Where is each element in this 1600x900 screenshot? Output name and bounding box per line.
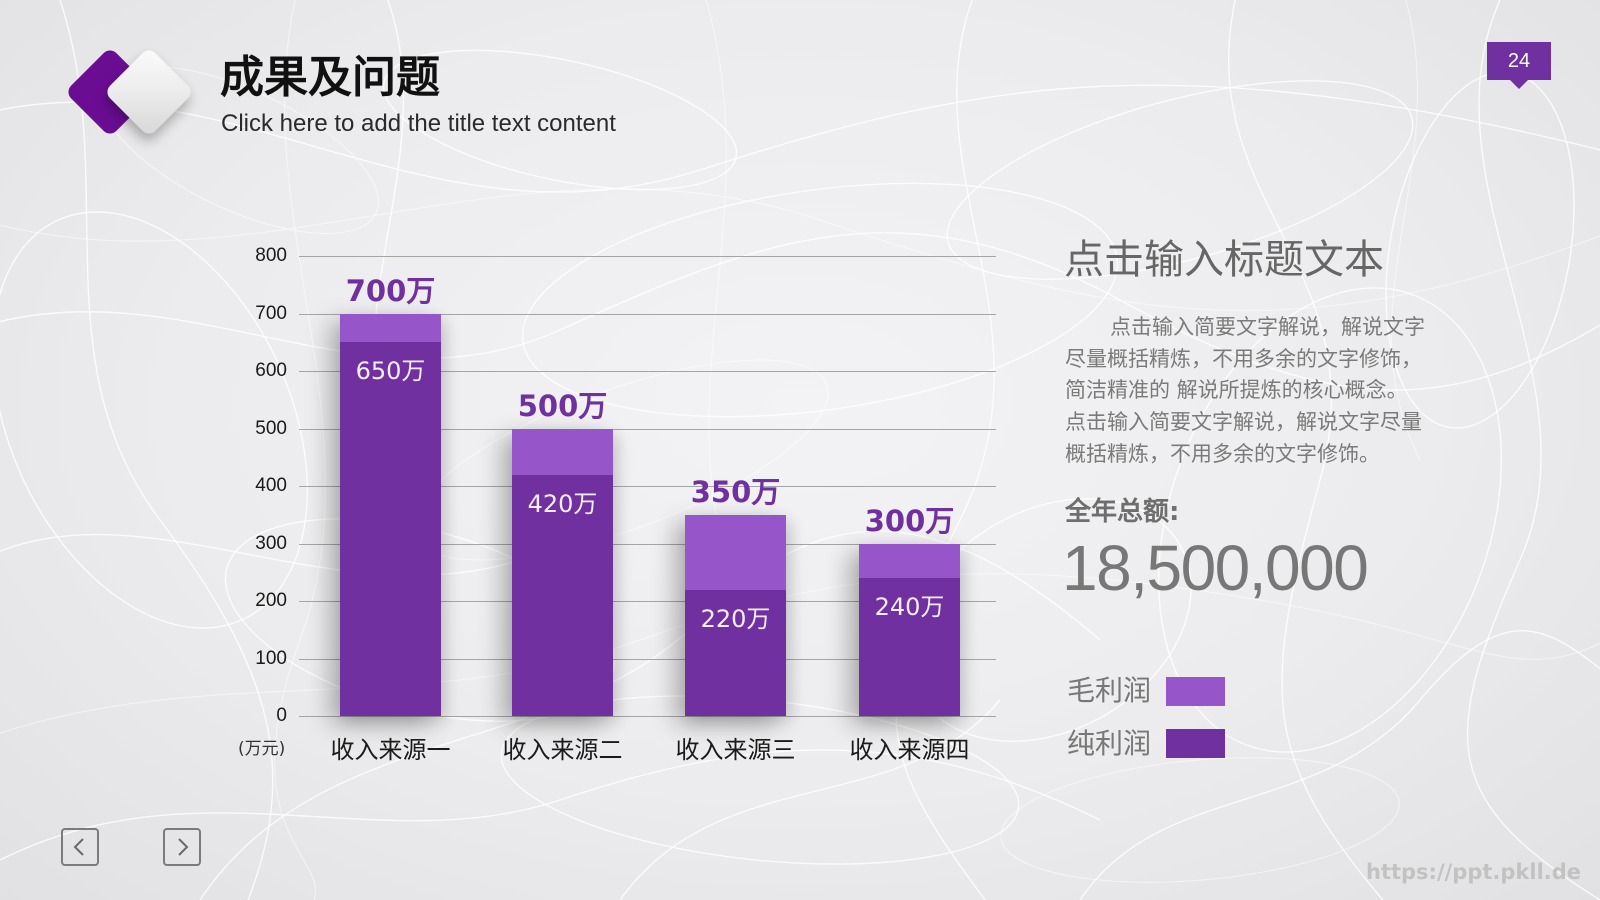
description-line: 概括精炼，不用多余的文字修饰。	[1065, 441, 1380, 466]
y-tick-label: 0	[276, 705, 287, 726]
category-label: 收入来源二	[502, 736, 623, 764]
panel-heading: 点击输入标题文本	[1064, 237, 1384, 283]
y-tick-label: 800	[255, 245, 287, 266]
page-number-badge: 24	[1487, 42, 1551, 89]
bar-group: 240万 300万 收入来源四	[850, 0, 970, 765]
net-value-label: 220万	[700, 604, 771, 633]
panel-description: 点击输入简要文字解说，解说文字 尽量概括精炼，不用多余的文字修饰， 简洁精准的 …	[1065, 312, 1465, 471]
watermark-url: https://ppt.pkll.de	[1366, 860, 1582, 884]
description-line: 简洁精准的 解说所提炼的核心概念。	[1065, 378, 1408, 403]
bar-net-profit: 650万	[340, 342, 441, 716]
slide-subtitle: Click here to add the title text content	[221, 110, 616, 137]
bar-gross-profit: 650万	[340, 313, 441, 716]
bar-group: 420万 500万 收入来源二	[503, 0, 623, 765]
bar-group: 220万 350万 收入来源三	[676, 0, 796, 764]
y-tick-label: 400	[255, 475, 287, 496]
y-tick-label: 600	[255, 360, 287, 381]
previous-slide-button[interactable]	[61, 828, 99, 866]
legend-label-net-profit: 纯利润	[1067, 727, 1152, 760]
category-label: 收入来源一	[330, 736, 451, 764]
legend-swatch-gross-profit	[1166, 677, 1225, 706]
y-tick-label: 700	[255, 302, 287, 324]
next-slide-button[interactable]	[163, 828, 201, 866]
gridline	[299, 658, 996, 660]
gross-value-label: 300万	[864, 503, 955, 538]
y-tick-label: 100	[255, 647, 287, 669]
y-tick-label: 500	[255, 417, 287, 439]
gross-value-label: 500万	[517, 388, 608, 423]
gridline	[299, 371, 996, 372]
gridline	[299, 256, 996, 257]
category-label: 收入来源三	[675, 736, 796, 764]
y-axis-unit-label: (万元)	[238, 739, 286, 759]
bar-net-profit: 240万	[859, 578, 960, 716]
y-tick-label: 300	[255, 532, 287, 554]
bar-gross-profit: 420万	[512, 428, 613, 716]
page-number: 24	[1507, 50, 1531, 72]
gridline	[299, 543, 996, 545]
chevron-right-icon	[178, 838, 189, 856]
chevron-left-icon	[73, 838, 84, 856]
y-tick-label: 200	[255, 590, 287, 611]
annual-total-value: 18,500,000	[1062, 532, 1369, 604]
badge-pointer-icon	[1510, 80, 1528, 89]
bar-group: 650万 700万 收入来源一	[331, 0, 451, 765]
bar-net-profit: 220万	[685, 589, 786, 716]
net-value-label: 650万	[355, 357, 426, 386]
legend-swatch-net-profit	[1166, 729, 1225, 758]
bar-chart: 800 700 600 500 400 300 200 100 0 (万元) 6…	[238, 0, 996, 765]
bar-gross-profit: 240万	[859, 543, 960, 716]
description-line: 点击输入简要文字解说，解说文字尽量	[1065, 410, 1422, 435]
annual-total-label: 全年总额:	[1065, 497, 1180, 527]
description-line: 尽量概括精炼，不用多余的文字修饰，	[1065, 346, 1422, 371]
slide-title: 成果及问题	[220, 52, 440, 103]
gridline	[299, 601, 996, 602]
legend-label-gross-profit: 毛利润	[1067, 674, 1152, 707]
gridline	[299, 486, 996, 487]
bar-net-profit: 420万	[512, 474, 613, 716]
net-value-label: 240万	[874, 593, 945, 621]
category-label: 收入来源四	[849, 736, 970, 764]
description-line: 点击输入简要文字解说，解说文字	[1110, 315, 1425, 339]
gross-value-label: 700万	[345, 273, 436, 308]
bar-gross-profit: 220万	[685, 514, 786, 716]
gross-value-label: 350万	[690, 474, 781, 509]
x-axis-baseline	[299, 716, 996, 717]
gridline	[299, 313, 996, 315]
net-value-label: 420万	[527, 489, 598, 518]
gridline	[299, 428, 996, 430]
